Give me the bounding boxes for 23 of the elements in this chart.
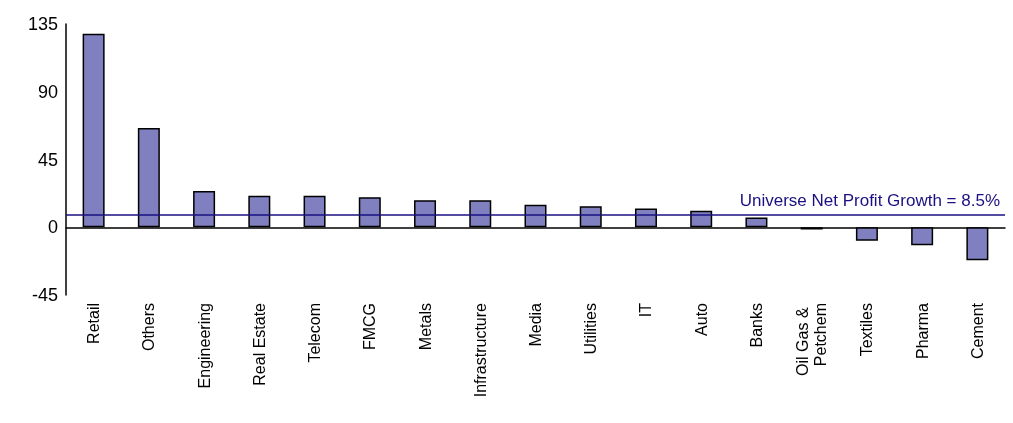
- x-tick-label: Retail: [85, 303, 103, 344]
- y-tick-label: 45: [37, 149, 58, 170]
- x-tick-label: Banks: [747, 303, 765, 348]
- y-tick-label: 135: [27, 14, 58, 34]
- x-tick-label: Engineering: [195, 303, 213, 389]
- x-tick-label: Others: [140, 303, 158, 352]
- x-tick-label: Auto: [692, 302, 710, 336]
- x-tick-label: Media: [527, 302, 544, 347]
- x-tick-label: Real Estate: [250, 302, 268, 386]
- x-tick-label: Infrastructure: [471, 302, 489, 398]
- x-tick-label: Pharma: [913, 302, 931, 360]
- x-tick-label: Utilities: [582, 303, 600, 355]
- x-tick-label: Telecom: [306, 303, 324, 363]
- x-tick-label: Oil Gas & Petchem: [794, 303, 830, 376]
- y-tick-label: 0: [47, 217, 58, 238]
- y-tick-label: 90: [37, 81, 58, 102]
- x-tick-label: Textiles: [858, 303, 876, 357]
- x-tick-label: Cement: [968, 302, 986, 360]
- ref-line-label: Universe Net Profit Growth = 8.5%: [739, 191, 1000, 211]
- x-tick-label: FMCG: [361, 303, 379, 351]
- x-tick-label: IT: [637, 302, 655, 318]
- x-tick-label: Metals: [416, 303, 434, 351]
- y-tick-label: -45: [31, 285, 58, 305]
